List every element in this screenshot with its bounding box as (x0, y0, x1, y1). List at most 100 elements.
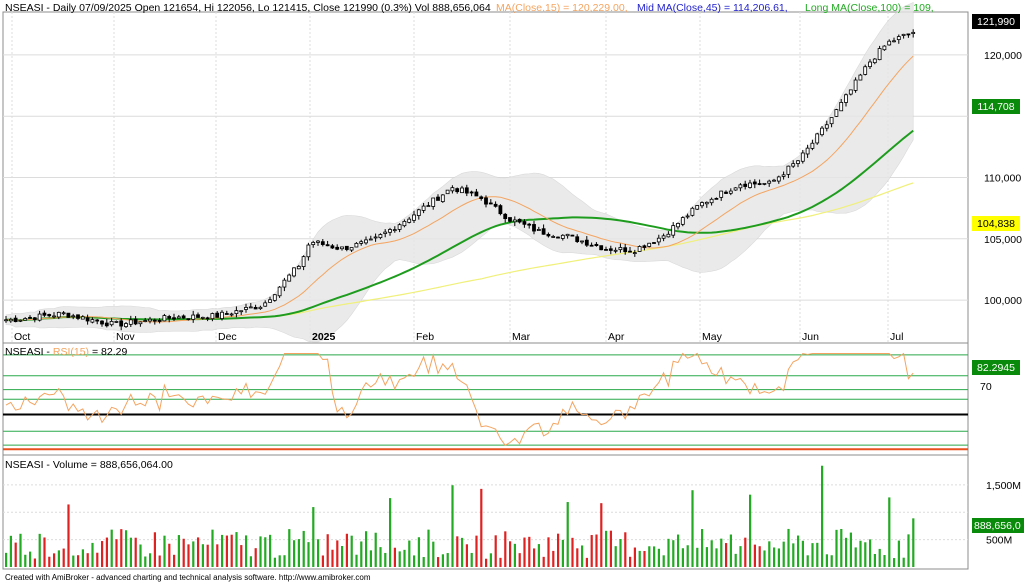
rsi-title-prefix: NSEASI - (5, 346, 53, 358)
volume-bar (393, 547, 396, 567)
candle-body (719, 190, 724, 198)
volume-bar (101, 541, 104, 567)
candle-body (541, 228, 546, 235)
volume-bar (216, 544, 219, 567)
candle-body (42, 312, 47, 316)
candle-body (200, 316, 205, 319)
candle-body (551, 236, 556, 238)
volume-bar (432, 541, 435, 567)
volume-bar (648, 546, 651, 567)
ma15-line (5, 55, 914, 323)
volume-bar (163, 535, 166, 567)
volume-bar (576, 548, 579, 567)
volume-bar (701, 529, 704, 567)
price-tick-label: 110,000 (984, 173, 1021, 185)
volume-bar (19, 533, 22, 567)
volume-bar (677, 534, 680, 567)
volume-value-label: 888,656,0 (972, 518, 1024, 533)
candle-body (820, 127, 824, 136)
candle-body (656, 237, 661, 243)
candle-body (248, 306, 253, 309)
volume-bar (590, 535, 593, 567)
price-header: NSEASI - Daily 07/09/2025 Open 121654, H… (5, 2, 491, 14)
volume-bar (465, 544, 468, 567)
volume-bar (494, 535, 497, 567)
candle-body (724, 191, 728, 194)
candle-body (714, 197, 719, 200)
candle-body (292, 267, 296, 277)
volume-bar (312, 507, 315, 567)
price-tick-label: 100,000 (984, 295, 1022, 307)
volume-bar (379, 547, 382, 567)
volume-bar (691, 490, 694, 567)
volume-bar (149, 553, 152, 567)
candle-body (815, 133, 820, 144)
candle-body (680, 217, 685, 225)
candle-body (690, 207, 695, 216)
volume-bar (139, 544, 142, 567)
candle-body (287, 274, 292, 282)
month-tick-label: Oct (14, 331, 30, 343)
volume-bar (801, 540, 804, 567)
candle-body (666, 233, 671, 238)
volume-bar (657, 548, 660, 567)
volume-bar (211, 529, 214, 567)
volume-bar (744, 537, 747, 567)
volume-bar (475, 535, 478, 567)
candle-body (887, 40, 892, 46)
volume-bar (437, 557, 440, 567)
volume-bar (686, 545, 689, 567)
candle-body (877, 48, 882, 61)
candle-body (61, 312, 66, 315)
volume-bar (902, 557, 905, 567)
candle-body (383, 231, 388, 234)
candle-body (23, 318, 28, 321)
candle-body (863, 66, 868, 75)
volume-bar (77, 555, 80, 567)
volume-bar (115, 539, 118, 567)
month-tick-label: Dec (218, 331, 237, 343)
ma45-line (5, 129, 914, 322)
volume-bar (547, 537, 550, 567)
candle-body (896, 36, 901, 40)
candle-body (748, 182, 752, 188)
candle-body (330, 245, 335, 249)
volume-bar (427, 529, 430, 567)
candle-body (752, 181, 757, 185)
volume-bar (734, 553, 737, 567)
candle-body (728, 190, 733, 194)
volume-bar (331, 549, 334, 567)
volume-bar (561, 539, 564, 567)
volume-bar (105, 537, 108, 567)
candle-body (580, 240, 584, 243)
volume-bar (725, 543, 728, 567)
volume-bar (835, 529, 838, 567)
candle-body (469, 191, 474, 194)
month-tick-label: May (702, 331, 723, 343)
volume-bar (293, 540, 296, 567)
volume-bar (302, 530, 305, 567)
volume-bar (144, 556, 147, 567)
candle-body (685, 215, 690, 218)
candle-body (791, 163, 796, 167)
candle-body (628, 250, 632, 253)
candle-body (906, 33, 911, 36)
volume-bar (197, 537, 200, 567)
volume-bar (417, 537, 420, 567)
volume-bar (797, 535, 800, 567)
volume-bar (854, 547, 857, 567)
candle-body (90, 319, 95, 323)
volume-bar (749, 494, 752, 567)
volume-bar (120, 529, 123, 567)
volume-bar (273, 557, 276, 567)
candle-body (556, 236, 560, 239)
candle-body (848, 89, 853, 95)
candle-body (152, 319, 157, 322)
volume-bar (389, 498, 392, 567)
volume-bar (206, 544, 209, 567)
volume-bar (360, 541, 363, 567)
candle-body (503, 213, 508, 220)
volume-bar (451, 485, 454, 567)
volume-bar (672, 540, 675, 567)
volume-bar (504, 531, 507, 567)
